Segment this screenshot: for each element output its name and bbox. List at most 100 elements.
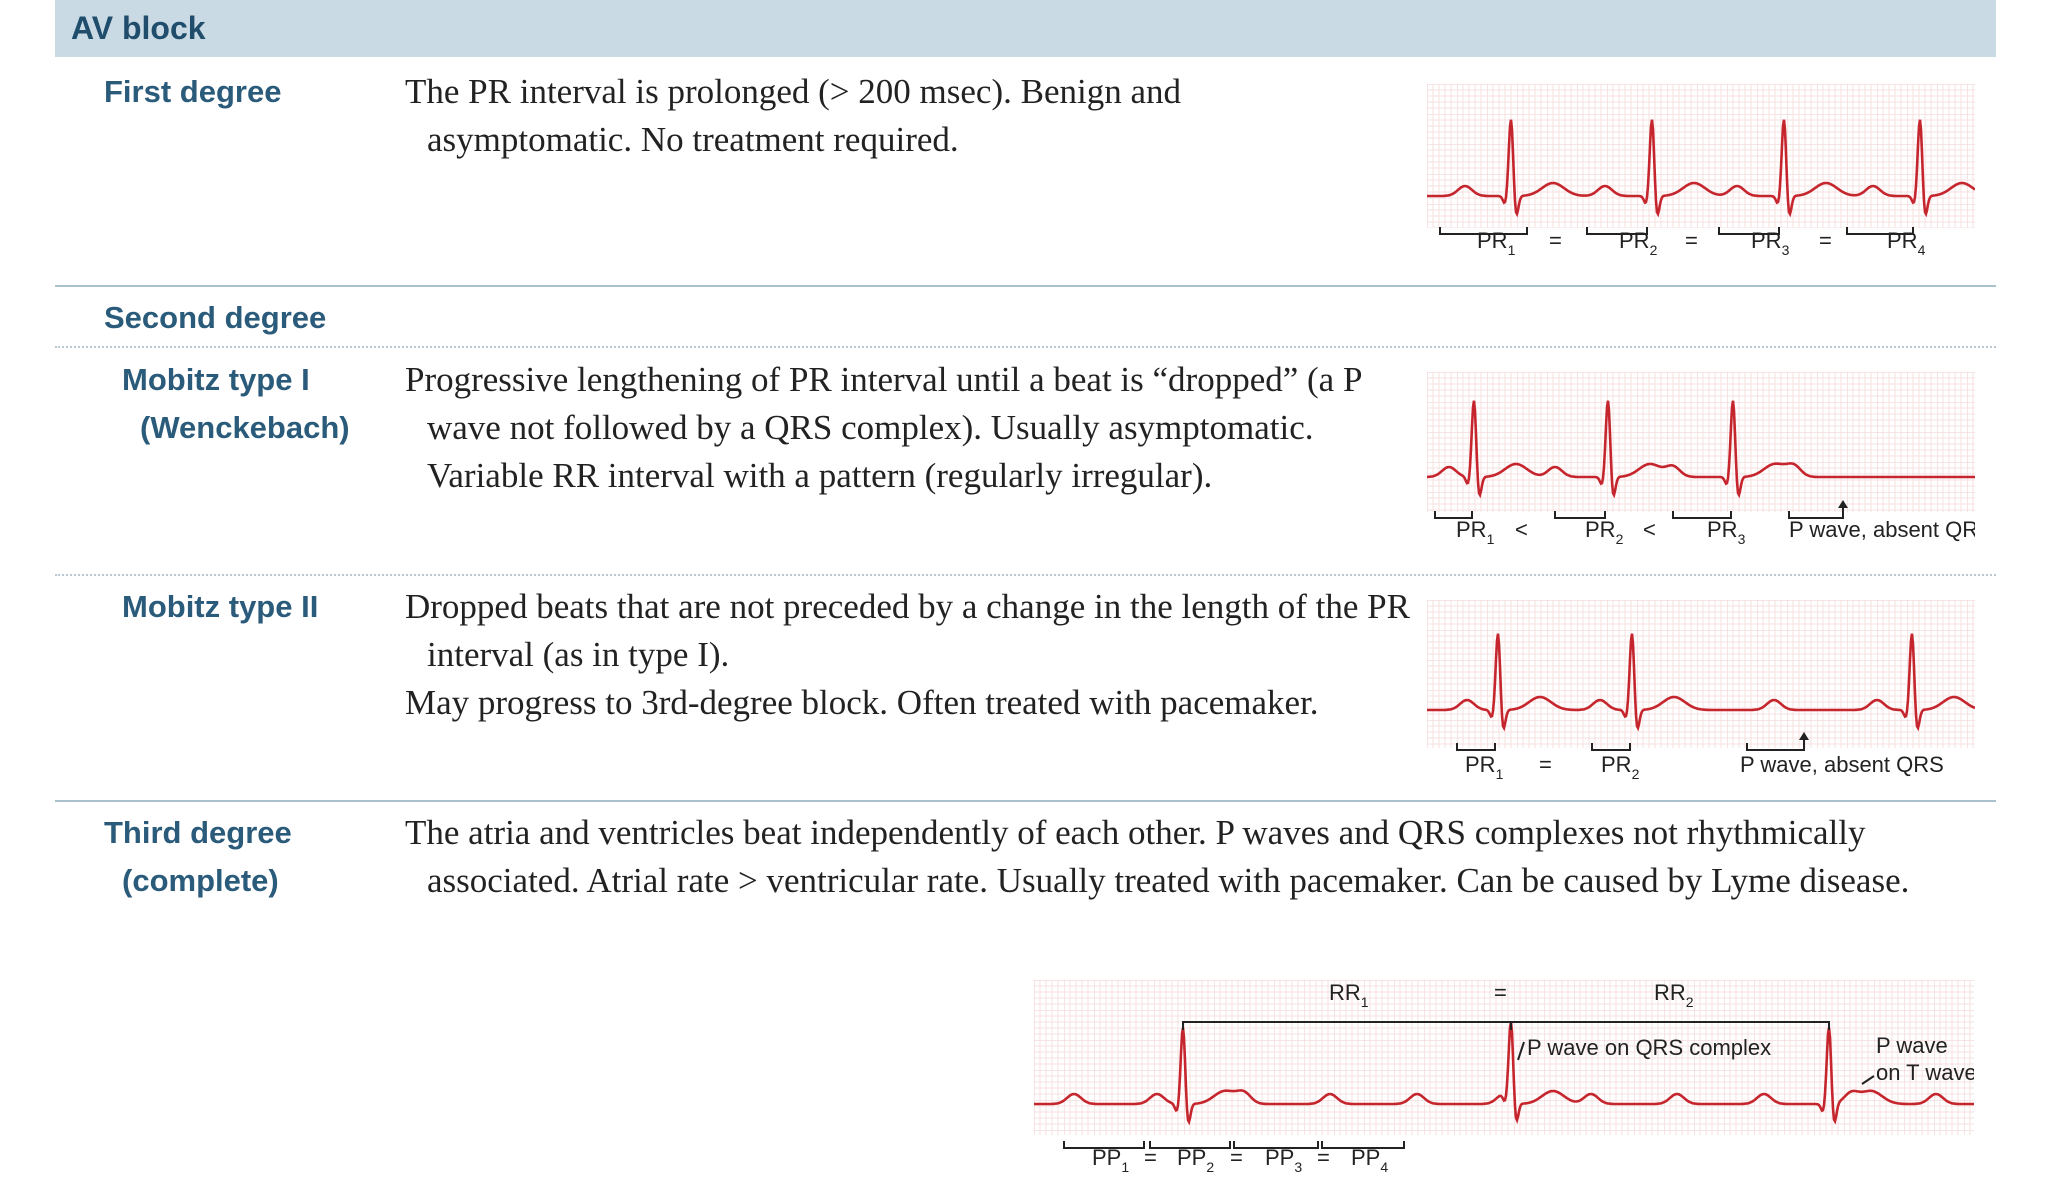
divider	[55, 574, 1996, 576]
strip-label: PR2	[1585, 517, 1624, 547]
label-text: PR	[1585, 517, 1616, 542]
label-text: PP	[1092, 1145, 1121, 1170]
label-text: PR	[1477, 228, 1508, 253]
label-text: =	[1494, 980, 1507, 1005]
row-label: (complete)	[122, 863, 279, 898]
strip-label: =	[1685, 228, 1698, 253]
row-label: Third degree	[104, 815, 292, 850]
label-text: PP	[1177, 1145, 1206, 1170]
label-text: RR	[1329, 980, 1361, 1005]
label-text: =	[1144, 1145, 1157, 1170]
divider	[55, 285, 1996, 287]
label-subscript: 1	[1496, 766, 1504, 782]
paragraph: Dropped beats that are not preceded by a…	[405, 587, 1410, 674]
grid	[1427, 600, 1975, 748]
paragraph: Progressive lengthening of PR interval u…	[405, 360, 1362, 495]
bracket	[1591, 743, 1631, 751]
bracket	[1586, 227, 1648, 235]
label-text: =	[1549, 228, 1562, 253]
label-text: PR	[1601, 752, 1632, 777]
strip-label: RR1	[1329, 980, 1369, 1010]
label-subscript: 4	[1918, 242, 1926, 258]
label-text: P wave	[1876, 1033, 1948, 1058]
strip-label: P wave	[1876, 1033, 1948, 1058]
divider	[55, 800, 1996, 802]
label-subscript: 3	[1738, 531, 1746, 547]
label-text: =	[1317, 1145, 1330, 1170]
ecg-strip: PR 1 = PR2 P wave, absent QRS	[1427, 600, 1975, 782]
label-text: <	[1515, 517, 1528, 542]
strip-label: =	[1230, 1145, 1243, 1170]
label-subscript: 1	[1361, 994, 1369, 1010]
strip-label: <	[1515, 517, 1528, 542]
label-subscript: 2	[1616, 531, 1624, 547]
strip-label: P wave, absent QRS	[1740, 752, 1944, 777]
row-label: Mobitz type II	[122, 589, 319, 624]
ecg-trace	[1427, 400, 1975, 499]
label-text: =	[1819, 228, 1832, 253]
label-text: PP	[1265, 1145, 1294, 1170]
label-subscript: 2	[1686, 994, 1694, 1010]
ecg-strip: PR1 = PR2 = PR3 = PR4	[1427, 84, 1975, 258]
label-subscript: 1	[1121, 1159, 1129, 1175]
label-subscript: 3	[1294, 1159, 1302, 1175]
strip-label: PR1	[1456, 517, 1495, 547]
bracket	[1321, 1141, 1405, 1149]
strip-label: PR2	[1619, 228, 1658, 258]
bracket	[1182, 1021, 1830, 1030]
arrow-head	[1799, 732, 1809, 740]
description: Progressive lengthening of PR interval u…	[405, 356, 1390, 500]
label-text: =	[1685, 228, 1698, 253]
bracket	[1456, 743, 1496, 751]
label-text: PR	[1887, 228, 1918, 253]
ecg-trace	[1034, 1021, 1974, 1126]
divider	[55, 346, 1996, 348]
strip-label: PR3	[1751, 228, 1790, 258]
label-subscript: 1	[1487, 531, 1495, 547]
description: The atria and ventricles beat independen…	[405, 809, 2000, 905]
label-text: =	[1230, 1145, 1243, 1170]
header-title: AV block	[71, 10, 206, 46]
strip-label: PP3	[1265, 1145, 1302, 1175]
strip-label: P wave on QRS complex	[1527, 1035, 1771, 1060]
label-text: P wave on QRS complex	[1527, 1035, 1771, 1060]
label-text: PR	[1751, 228, 1782, 253]
paragraph: The PR interval is prolonged (> 200 msec…	[405, 72, 1181, 159]
ecg-strip: PR1 < PR2 < PR3 P wave, absent QRS	[1427, 372, 1975, 547]
label-subscript: 2	[1650, 242, 1658, 258]
row-label: Mobitz type I	[122, 362, 310, 397]
label-subscript: 3	[1782, 242, 1790, 258]
arrow-head	[1838, 500, 1848, 508]
bracket	[1672, 511, 1732, 519]
arrow	[1517, 1041, 1525, 1061]
strip-label: RR2	[1654, 980, 1694, 1010]
label-text: PR	[1619, 228, 1650, 253]
strip-label: on T wave	[1876, 1060, 1974, 1085]
label-text: PR	[1707, 517, 1738, 542]
label-text: on T wave	[1876, 1060, 1974, 1085]
label-text: RR	[1654, 980, 1686, 1005]
ecg-trace	[1427, 633, 1975, 732]
label-text: =	[1539, 752, 1552, 777]
label-text: <	[1643, 517, 1656, 542]
strip-label: PP2	[1177, 1145, 1214, 1175]
ecg-trace	[1427, 119, 1975, 218]
strip-label: =	[1819, 228, 1832, 253]
strip-label: PR3	[1707, 517, 1746, 547]
strip-label: PP4	[1351, 1145, 1388, 1175]
bracket	[1718, 227, 1780, 235]
strip-label: =	[1144, 1145, 1157, 1170]
label-text: P wave, absent QRS	[1789, 517, 1975, 542]
strip-label: PR2	[1601, 752, 1640, 782]
bracket	[1149, 1141, 1231, 1149]
header: AV block	[55, 0, 1996, 57]
bracket	[1233, 1141, 1319, 1149]
label-subscript: 2	[1206, 1159, 1214, 1175]
row-label: First degree	[104, 74, 282, 109]
row-label: (Wenckebach)	[140, 410, 350, 445]
label-subscript: 1	[1508, 242, 1516, 258]
bracket	[1554, 511, 1606, 519]
paragraph: The atria and ventricles beat independen…	[405, 813, 1910, 900]
strip-label: P wave, absent QRS	[1789, 517, 1975, 542]
